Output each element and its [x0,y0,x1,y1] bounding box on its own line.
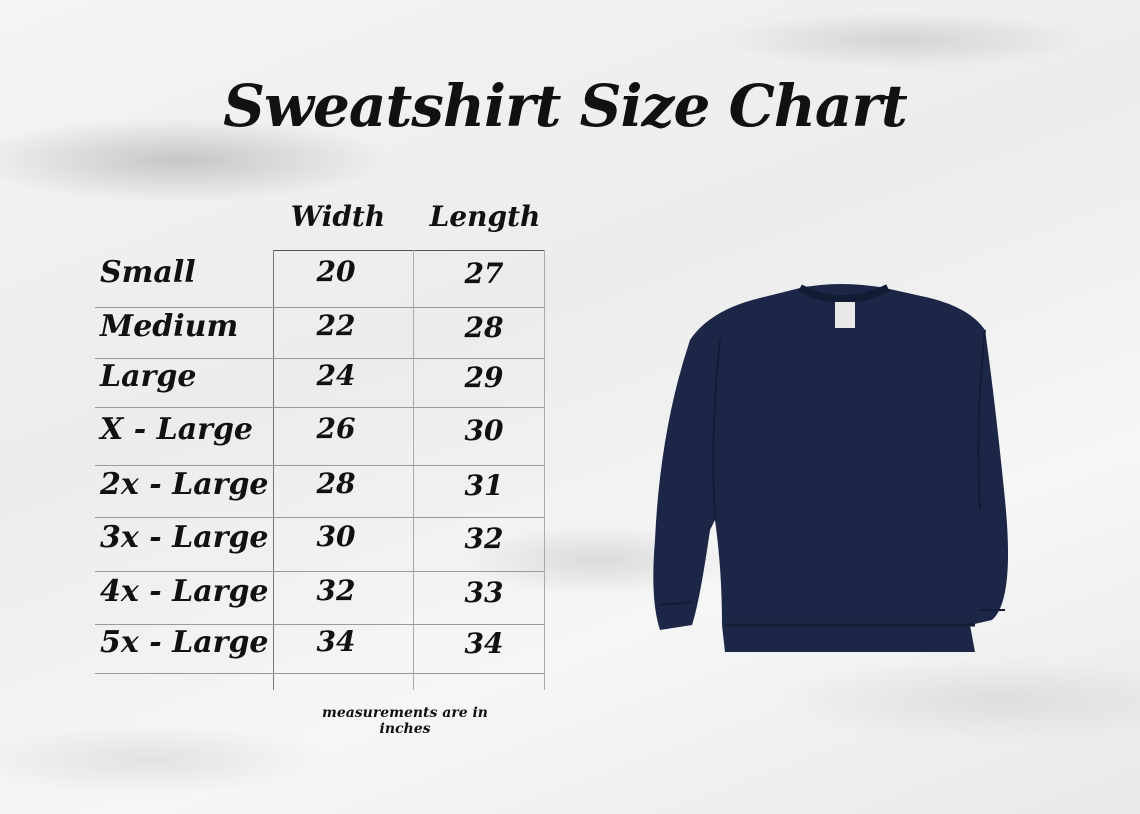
table-column-divider [413,250,414,690]
width-value: 28 [316,467,356,500]
width-value: 34 [316,624,356,658]
width-value: 26 [316,412,356,445]
width-value: 22 [316,308,356,342]
table-column-divider [273,250,274,690]
length-value: 32 [464,522,504,555]
width-value: 20 [316,254,356,288]
sweatshirt-body [653,284,1009,652]
length-value: 28 [464,310,504,344]
length-value: 34 [464,626,504,660]
page-title: Sweatshirt Size Chart [223,72,908,140]
length-value: 31 [464,469,504,502]
table-row-divider [95,517,544,518]
column-header-width: Width [290,200,386,233]
width-value: 24 [316,358,356,392]
table-row-divider [95,358,544,359]
measurement-note: measurements are in inches [322,705,488,737]
table-row-divider [95,571,544,572]
length-value: 30 [464,414,504,447]
length-value: 33 [464,575,504,609]
table-row-divider [95,624,544,625]
table-row-divider [95,307,544,308]
table-row-divider [95,673,544,674]
size-label: 5x - Large [100,624,269,660]
size-label: X - Large [100,412,254,447]
size-label: 3x - Large [100,520,269,555]
size-label: Large [100,358,197,394]
sweatshirt-image [653,284,1009,652]
table-column-divider [544,250,545,690]
length-value: 27 [464,256,504,290]
size-label: Medium [100,308,239,344]
size-label: Small [100,254,196,290]
length-value: 29 [464,360,504,394]
column-header-length: Length [429,200,541,233]
table-row-divider [95,407,544,408]
width-value: 30 [316,520,356,553]
table-top-border [273,250,544,251]
width-value: 32 [316,573,356,607]
size-label: 4x - Large [100,573,269,609]
table-row-divider [95,465,544,466]
size-label: 2x - Large [100,467,269,502]
sweatshirt-tag [835,302,855,328]
